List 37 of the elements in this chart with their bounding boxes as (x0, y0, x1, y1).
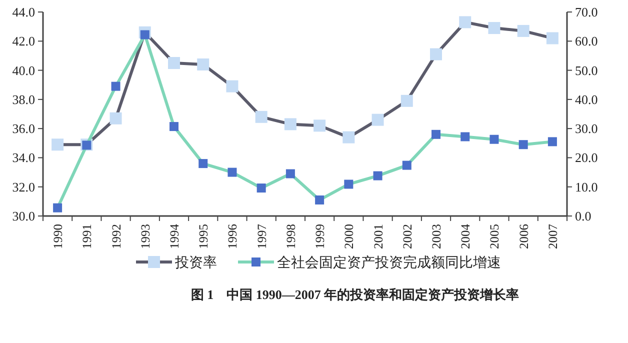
y-tick-label: 38.0 (12, 92, 35, 107)
y2-tick-label: 70.0 (575, 4, 598, 20)
x-tick-label: 2000 (342, 224, 356, 249)
y2-tick-label: 30.0 (575, 121, 598, 136)
y2-tick-label: 0.0 (575, 208, 592, 224)
x-tick-label: 2001 (371, 224, 386, 249)
x-tick-label: 1991 (80, 224, 94, 249)
x-tick-label: 2006 (516, 224, 531, 249)
x-tick-label: 1992 (109, 224, 124, 249)
y-tick-label: 30.0 (12, 208, 35, 224)
y2-tick-label: 10.0 (575, 179, 598, 194)
x-tick-label: 1998 (284, 224, 298, 249)
y2-tick-label: 60.0 (575, 34, 598, 49)
y-tick-label: 44.0 (12, 4, 35, 20)
x-tick-label: 1990 (51, 224, 66, 249)
legend-label: 全社会固定资产投资完成额同比增速 (277, 255, 501, 271)
x-tick-label: 2004 (458, 223, 473, 249)
y-tick-label: 36.0 (12, 121, 35, 136)
y-tick-label: 32.0 (12, 179, 35, 194)
x-tick-label: 1995 (196, 224, 211, 249)
x-tick-label: 1994 (168, 223, 182, 249)
x-tick-label: 2007 (546, 224, 560, 249)
x-tick-label: 1996 (226, 224, 240, 249)
legend-label: 投资率 (174, 255, 217, 271)
y2-tick-label: 50.0 (575, 62, 598, 78)
x-tick-label: 1993 (138, 224, 152, 249)
y-tick-label: 34.0 (12, 150, 35, 166)
y-tick-label: 42.0 (12, 34, 35, 49)
x-tick-label: 2005 (488, 224, 502, 249)
x-tick-label: 2002 (400, 224, 414, 249)
y2-tick-label: 40.0 (575, 92, 598, 107)
y2-tick-label: 20.0 (575, 150, 598, 166)
x-tick-label: 1997 (254, 224, 269, 249)
text: 图 1 中国 1990—2007 年的投资率和固定资产投资增长率 (190, 287, 520, 302)
y-tick-label: 40.0 (12, 62, 35, 78)
x-tick-label: 1999 (313, 224, 328, 249)
x-tick-label: 2003 (430, 224, 444, 249)
